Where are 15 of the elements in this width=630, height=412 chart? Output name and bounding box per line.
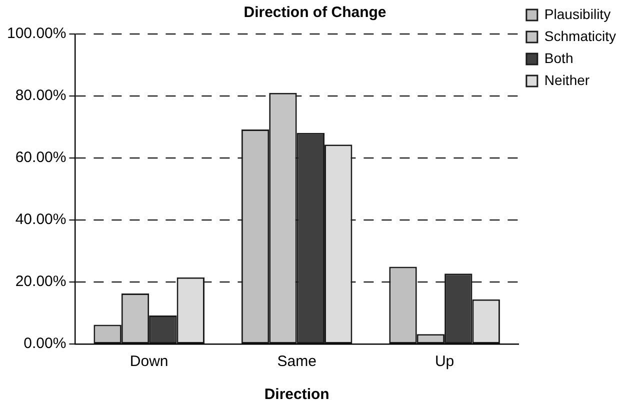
x-tick-label: Down	[130, 353, 168, 370]
legend-label: Plausibility	[544, 6, 611, 22]
y-tick-label: 60.00%	[15, 149, 66, 166]
y-tick-label: 100.00%	[7, 25, 66, 42]
x-tick-label: Same	[277, 353, 316, 370]
y-tick-label: 80.00%	[15, 87, 66, 104]
x-tick-label: Up	[434, 353, 454, 370]
y-tick-label: 20.00%	[15, 273, 66, 290]
legend-label: Schmaticity	[544, 28, 616, 44]
y-tick-label: 40.00%	[15, 211, 66, 228]
chart-title: Direction of Change	[244, 4, 386, 22]
x-axis-title: Direction	[264, 386, 330, 404]
legend-label: Neither	[544, 72, 590, 88]
legend-label: Both	[544, 50, 574, 66]
y-tick-label: 0.00%	[24, 335, 66, 352]
